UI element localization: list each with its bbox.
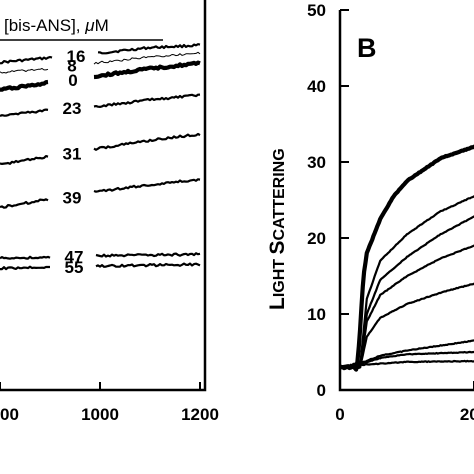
- panel-b-y-ticks: 0 10 20 30 40 50: [307, 1, 349, 400]
- panel-b-y-tick-label: 0: [317, 381, 326, 400]
- panel-a-series-label: 55: [65, 258, 84, 277]
- panel-b-letter: B: [357, 33, 377, 63]
- panel-b-series-line: [339, 359, 474, 368]
- panel-a-x-tick-label: 1200: [181, 405, 219, 424]
- panel-b-y-tick-label: 30: [307, 153, 326, 172]
- panel-b-series-line: [339, 144, 474, 372]
- panel-a-series-line: [0, 93, 201, 117]
- panel-b-y-tick-label: 40: [307, 77, 326, 96]
- panel-b-y-tick-label: 10: [307, 305, 326, 324]
- panel-a-series-line: [0, 43, 201, 65]
- panel-a-series-line: [0, 132, 201, 165]
- panel-a-x-tick-label: 1000: [81, 405, 119, 424]
- panel-a-axes: [0, 0, 207, 392]
- panel-b-y-tick-label: 20: [307, 229, 326, 248]
- panel-b-x-tick-label: 200: [460, 405, 474, 424]
- panel-a-series-line: [0, 51, 201, 74]
- panel-b-series-line: [339, 195, 474, 370]
- panel-a-series-label: 23: [63, 99, 82, 118]
- panel-b-series-line: [339, 244, 474, 370]
- panel-b-series-line: [339, 215, 474, 370]
- panel-a-series-label: 39: [63, 188, 82, 207]
- panel-b-y-axis-label: LIGHT SCATTERING: [266, 148, 289, 310]
- panel-a-series-line: [0, 252, 201, 260]
- panel-b-series-line: [339, 350, 474, 368]
- panel-a-legend-title: [bis-ANS], μM: [4, 16, 109, 35]
- panel-a-x-ticks: 00 1000 1200: [0, 382, 219, 424]
- panel-a-series-label: 8: [67, 57, 76, 76]
- panel-b-series-line: [339, 282, 474, 369]
- panel-b-x-ticks: 0 200: [335, 381, 474, 424]
- panel-b-series-line: [339, 339, 474, 369]
- panel-b-series-group: [339, 144, 474, 372]
- panel-b-chart: B 0 10 20 30 40 50 0 200 LIGHT SCATTERING: [266, 1, 474, 424]
- panel-a-series-line: [0, 262, 201, 271]
- panel-a-series-label: 31: [63, 145, 82, 164]
- panel-a-series-label: 0: [68, 71, 77, 90]
- panel-a-series-line: [0, 60, 201, 92]
- panel-b-y-tick-label: 50: [307, 1, 326, 20]
- panel-a-series-label: 16: [67, 47, 86, 66]
- panel-b-x-tick-label: 0: [335, 405, 344, 424]
- panel-a-series-label: 47: [65, 248, 84, 267]
- panel-a-x-tick-label: 00: [0, 405, 19, 424]
- panel-a-series-line: [0, 178, 201, 209]
